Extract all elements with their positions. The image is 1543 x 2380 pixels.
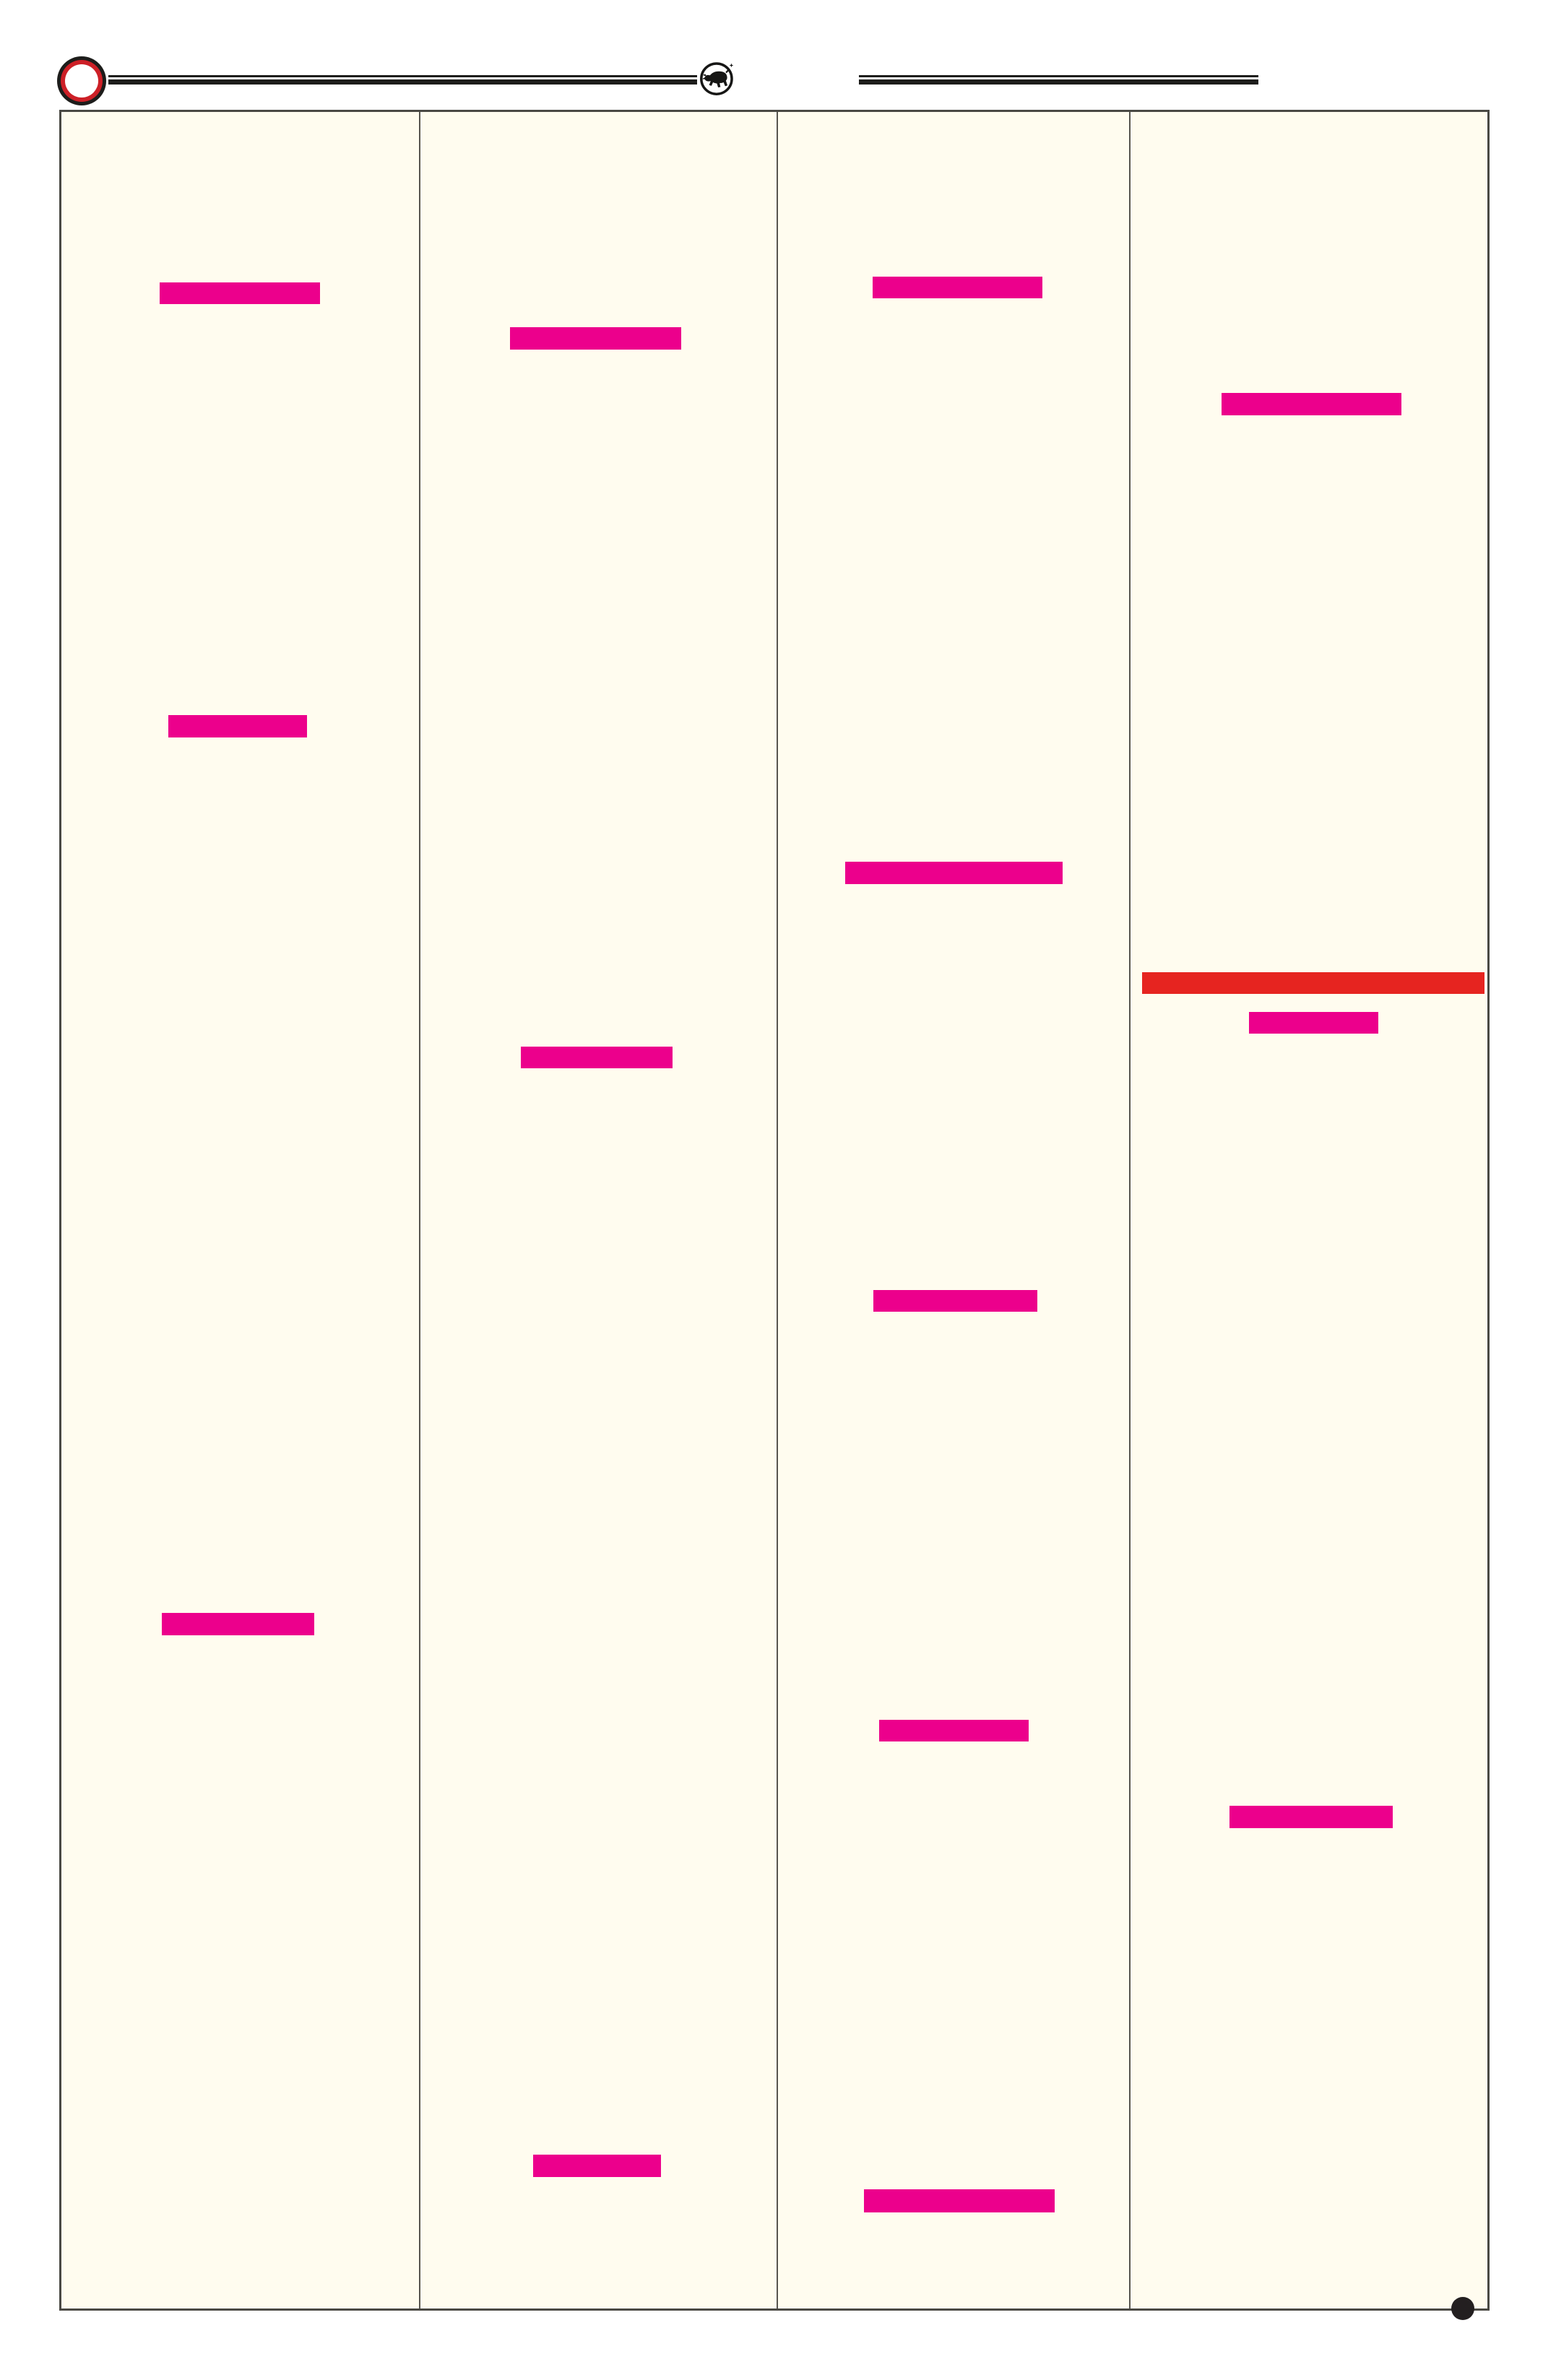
masthead-rule-left-thick [108,79,697,85]
headline-bar-col4-top [1222,393,1401,415]
end-of-page-dot [1451,2297,1474,2320]
bull-logo-circle [700,62,733,95]
headline-bar-col3-wide [845,862,1063,884]
headline-bar-col1-lower [162,1613,314,1635]
masthead-rule-right-thick [859,79,1258,85]
headline-bar-col4-lower [1229,1806,1393,1828]
headline-bar-col1-mid [168,715,307,737]
bars-layer [61,112,1487,2308]
masthead-rule-right-thin [859,75,1258,77]
headline-bar-col3-bottom [864,2189,1055,2212]
headline-bar-col1-top [160,282,320,304]
headline-bar-col3-lower [879,1720,1029,1741]
headline-bar-col2-bottom [533,2155,661,2177]
headline-bar-col3-top [873,277,1042,298]
headline-bar-col2-top [510,327,681,350]
masthead-rule-right [859,75,1258,85]
column-divider-3 [1129,112,1131,2308]
headline-bar-col3-mid [873,1290,1037,1312]
headline-bar-col4-mid [1249,1012,1378,1034]
bull-figure [702,63,734,87]
banner-bar-col4-red [1142,972,1484,994]
masthead-rule-left [108,75,697,85]
newspaper-sheet [59,110,1490,2311]
column-divider-1 [419,112,420,2308]
bull-logo-icon [700,62,734,95]
headline-bar-col2-mid [521,1047,673,1068]
column-divider-2 [777,112,778,2308]
masthead-rule-left-thin [108,75,697,77]
ring-ornament [57,56,106,105]
ring-ornament-core [65,64,98,98]
